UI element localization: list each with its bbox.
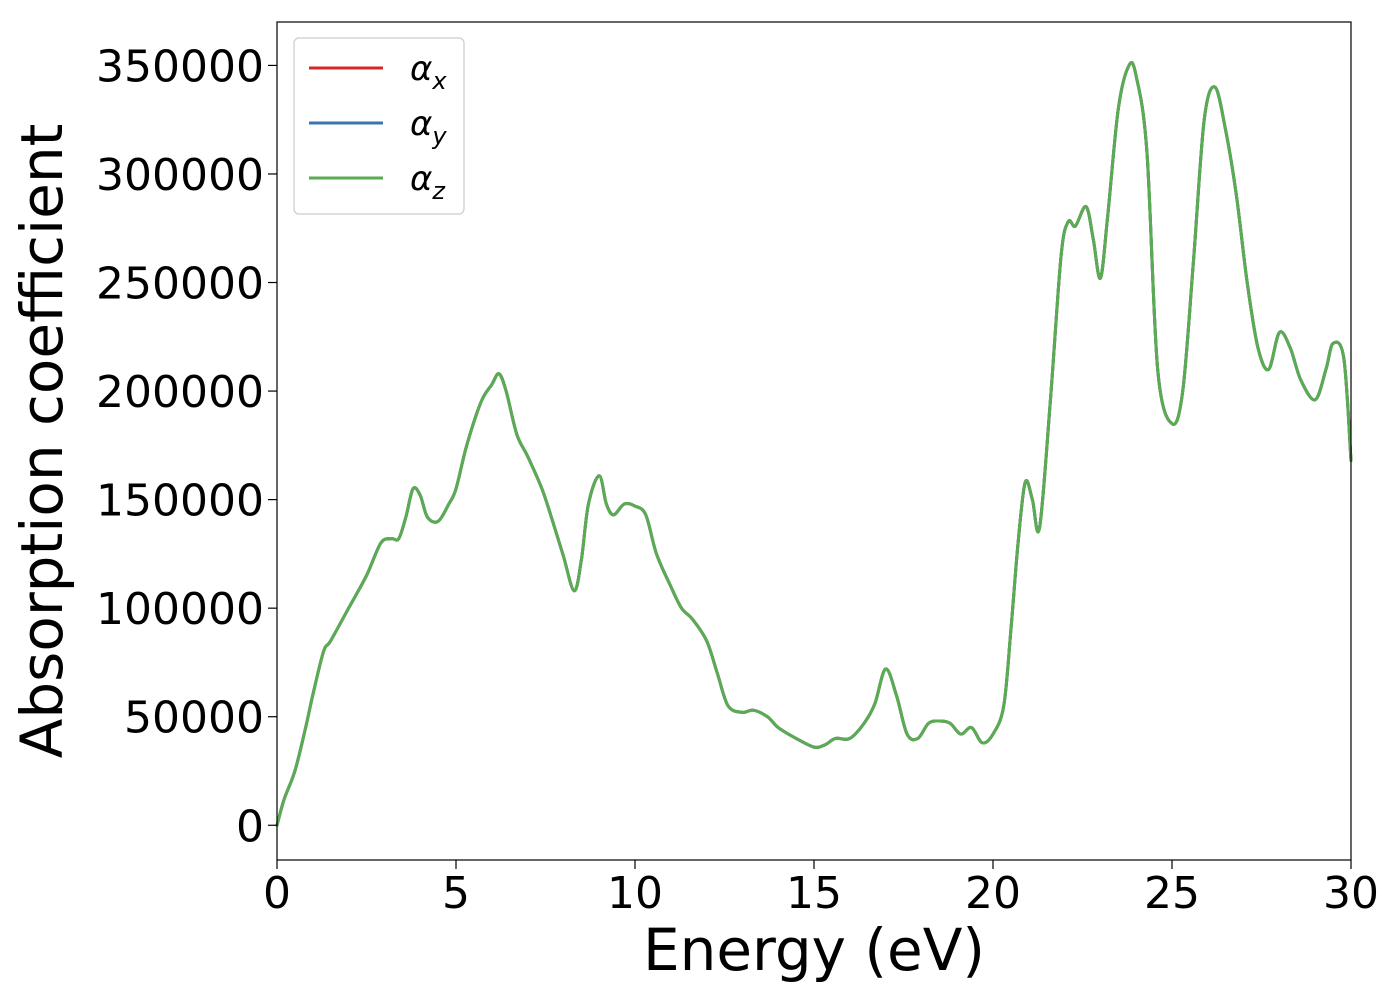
y-tick-label: 100000 bbox=[96, 584, 264, 635]
legend-label-z: αz bbox=[410, 159, 446, 205]
x-tick-label: 20 bbox=[965, 868, 1021, 919]
x-axis-ticks: 0 5 10 15 20 25 30 bbox=[263, 860, 1379, 919]
legend: αx αy αz bbox=[293, 37, 465, 215]
x-tick-label: 0 bbox=[263, 868, 291, 919]
x-tick-label: 30 bbox=[1323, 868, 1379, 919]
y-tick-label: 50000 bbox=[124, 693, 264, 744]
legend-label-y: αy bbox=[410, 104, 447, 150]
x-axis-label: Energy (eV) bbox=[643, 916, 985, 984]
x-tick-label: 10 bbox=[607, 868, 663, 919]
y-axis-ticks: 0 50000 100000 150000 200000 250000 300000 3500… bbox=[96, 41, 277, 852]
y-tick-label: 350000 bbox=[96, 41, 264, 92]
x-tick-label: 15 bbox=[786, 868, 842, 919]
y-tick-label: 0 bbox=[236, 801, 264, 852]
x-tick-label: 5 bbox=[442, 868, 470, 919]
y-axis-label: Absorption coefficient bbox=[8, 124, 76, 759]
y-tick-label: 300000 bbox=[96, 150, 264, 201]
y-tick-label: 250000 bbox=[96, 259, 264, 310]
y-tick-label: 150000 bbox=[96, 476, 264, 527]
x-tick-label: 25 bbox=[1144, 868, 1200, 919]
y-tick-label: 200000 bbox=[96, 367, 264, 418]
series-layer bbox=[275, 61, 1353, 827]
legend-label-x: αx bbox=[410, 49, 447, 95]
legend-items: αx αy αz bbox=[309, 49, 447, 205]
series-line-z bbox=[275, 61, 1353, 827]
legend-box bbox=[293, 37, 465, 215]
